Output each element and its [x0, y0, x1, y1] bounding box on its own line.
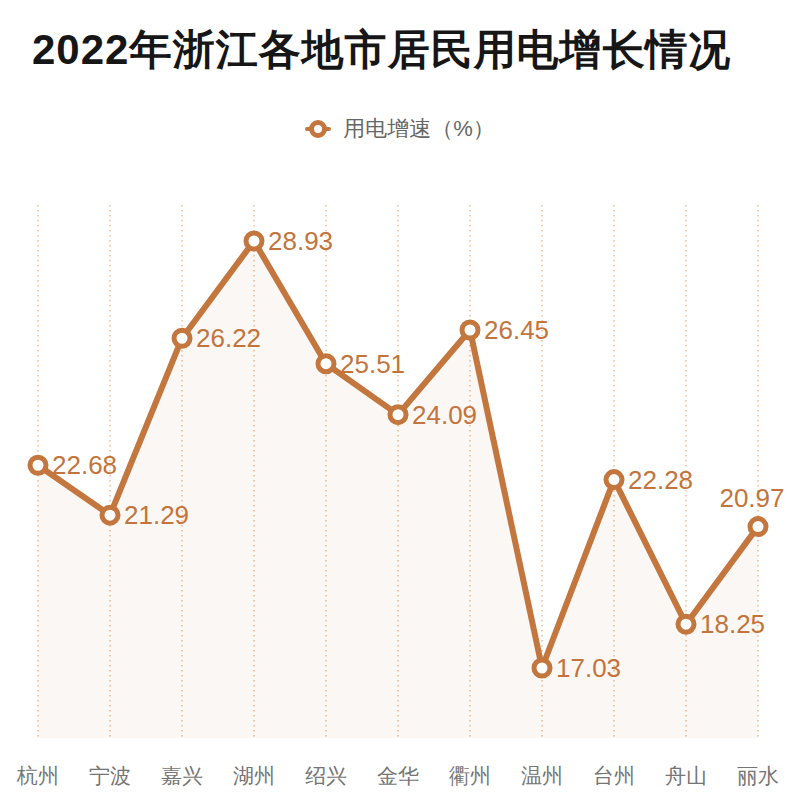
- x-axis-label-绍兴: 绍兴: [305, 764, 347, 787]
- x-axis-label-台州: 台州: [593, 764, 635, 787]
- legend-item[interactable]: 用电增速（%）: [305, 114, 495, 144]
- data-label: 17.03: [556, 653, 621, 683]
- data-point-嘉兴[interactable]: [174, 330, 190, 346]
- legend: 用电增速（%）: [0, 114, 800, 144]
- data-point-衢州[interactable]: [462, 322, 478, 338]
- data-label: 25.51: [340, 349, 405, 379]
- data-label: 18.25: [700, 609, 765, 639]
- x-axis-label-湖州: 湖州: [233, 764, 275, 787]
- x-axis-label-舟山: 舟山: [665, 764, 707, 787]
- data-label: 21.29: [124, 500, 189, 530]
- page-title: 2022年浙江各地市居民用电增长情况: [32, 22, 772, 78]
- data-label: 22.68: [52, 450, 117, 480]
- data-point-宁波[interactable]: [102, 507, 118, 523]
- page: { "title": "2022年浙江各地市居民用电增长情况", "legend…: [0, 0, 800, 812]
- data-point-丽水[interactable]: [750, 519, 766, 535]
- line-series-marker-icon: [305, 120, 331, 138]
- legend-item-label: 用电增速（%）: [343, 114, 495, 144]
- data-label: 24.09: [412, 400, 477, 430]
- data-label: 26.45: [484, 315, 549, 345]
- data-label: 28.93: [268, 226, 333, 256]
- data-point-绍兴[interactable]: [318, 356, 334, 372]
- x-axis-label-杭州: 杭州: [16, 764, 59, 787]
- x-axis-label-宁波: 宁波: [89, 764, 131, 787]
- data-point-温州[interactable]: [534, 660, 550, 676]
- data-label: 22.28: [628, 465, 693, 495]
- x-axis-label-金华: 金华: [377, 764, 419, 787]
- data-point-舟山[interactable]: [678, 616, 694, 632]
- x-axis-label-温州: 温州: [521, 764, 563, 787]
- data-point-台州[interactable]: [606, 472, 622, 488]
- data-point-金华[interactable]: [390, 407, 406, 423]
- data-point-杭州[interactable]: [30, 457, 46, 473]
- data-point-湖州[interactable]: [246, 233, 262, 249]
- data-label: 26.22: [196, 323, 261, 353]
- x-axis-label-丽水: 丽水: [737, 764, 779, 787]
- x-axis-label-衢州: 衢州: [449, 764, 491, 787]
- data-label: 20.97: [719, 483, 784, 513]
- x-axis-label-嘉兴: 嘉兴: [161, 764, 203, 787]
